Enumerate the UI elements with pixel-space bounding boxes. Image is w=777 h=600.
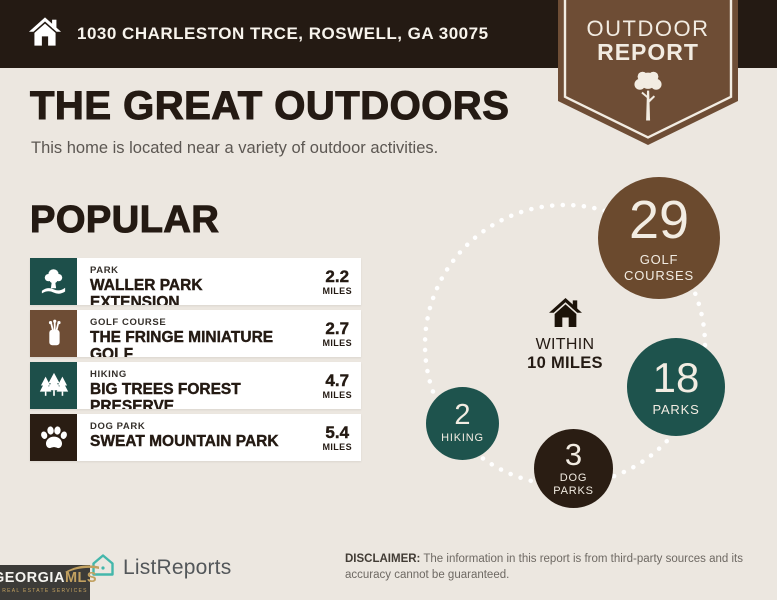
stat-parks: 18 PARKS (627, 338, 725, 436)
georgiamls-georgia: GEORGIA (0, 569, 65, 586)
poi-distance: 2.7 (325, 318, 350, 338)
poi-distance: 4.7 (325, 370, 350, 390)
radius-line2: 10 MILES (527, 354, 603, 372)
poi-name: THE FRINGE MINIATURE GOLF (90, 329, 274, 357)
listreports-logo: ListReports (90, 552, 231, 583)
poi-row-hiking: HIKING BIG TREES FOREST PRESERVE 4.7 MIL… (30, 362, 361, 409)
outdoor-report-badge: OUTDOOR REPORT (558, 0, 738, 146)
disclaimer-label: DISCLAIMER: (345, 553, 421, 565)
home-icon (28, 16, 62, 52)
stat-label: PARKS (652, 401, 700, 417)
page-title: THE GREAT OUTDOORS (29, 83, 510, 128)
popular-list: PARK WALLER PARK EXTENSION 2.2 MILES (30, 258, 361, 466)
stat-dog-parks: 3 DOG PARKS (534, 429, 613, 508)
poi-category: HIKING (90, 369, 127, 380)
stat-label: DOG PARKS (553, 471, 594, 497)
poi-name: BIG TREES FOREST PRESERVE (90, 381, 241, 409)
poi-distance-unit: MILES (322, 285, 352, 296)
poi-category: PARK (90, 265, 119, 276)
poi-distance-unit: MILES (322, 441, 352, 452)
poi-row-golf: GOLF COURSE THE FRINGE MINIATURE GOLF 2.… (30, 310, 361, 357)
stat-value: 2 (454, 399, 471, 432)
poi-distance: 5.4 (325, 422, 350, 442)
poi-distance-unit: MILES (322, 337, 352, 348)
house-icon (548, 297, 583, 332)
georgiamls-swoosh (65, 565, 100, 573)
popular-heading: POPULAR (29, 198, 220, 241)
golf-bag-icon (30, 310, 77, 357)
georgiamls-mls: MLS (64, 569, 98, 586)
stat-label: GOLF COURSES (624, 251, 694, 283)
stat-value: 18 (652, 353, 700, 401)
poi-name: WALLER PARK EXTENSION (90, 277, 203, 305)
poi-name: SWEAT MOUNTAIN PARK (90, 433, 279, 450)
stat-golf-courses: 29 GOLF COURSES (598, 177, 720, 299)
disclaimer-text: The information in this report is from t… (345, 553, 743, 582)
georgiamls-tagline: REAL ESTATE SERVICES (2, 588, 88, 595)
badge-shield-shape (558, 0, 738, 145)
poi-distance-unit: MILES (322, 389, 352, 400)
property-address: 1030 CHARLESTON TRCE, ROSWELL, GA 30075 (77, 24, 489, 43)
poi-category: GOLF COURSE (90, 317, 167, 328)
poi-distance: 2.2 (325, 266, 350, 286)
listreports-wordmark: ListReports (123, 555, 232, 579)
poi-row-dog-park: DOG PARK SWEAT MOUNTAIN PARK 5.4 MILES (30, 414, 361, 461)
radius-line1: WITHIN (535, 336, 595, 353)
radius-label: WITHIN 10 MILES (500, 297, 630, 373)
paw-icon (30, 414, 77, 461)
radius-dashed-circle (422, 202, 708, 488)
page-subtitle: This home is located near a variety of o… (31, 139, 439, 157)
badge-title-line2: REPORT (597, 39, 699, 66)
poi-row-park: PARK WALLER PARK EXTENSION 2.2 MILES (30, 258, 361, 305)
stat-value: 3 (564, 436, 583, 472)
listreports-house-icon (90, 552, 116, 583)
stat-hiking: 2 HIKING (426, 387, 499, 460)
poi-category: DOG PARK (90, 421, 146, 432)
disclaimer: DISCLAIMER: The information in this repo… (345, 551, 747, 584)
badge-title-line1: OUTDOOR (586, 16, 710, 41)
park-icon (30, 258, 77, 305)
georgiamls-logo: GEORGIAMLS REAL ESTATE SERVICES (0, 565, 100, 600)
stat-value: 29 (628, 189, 690, 250)
stat-label: HIKING (441, 432, 484, 445)
pine-trees-icon (30, 362, 77, 409)
tree-icon (628, 69, 668, 130)
